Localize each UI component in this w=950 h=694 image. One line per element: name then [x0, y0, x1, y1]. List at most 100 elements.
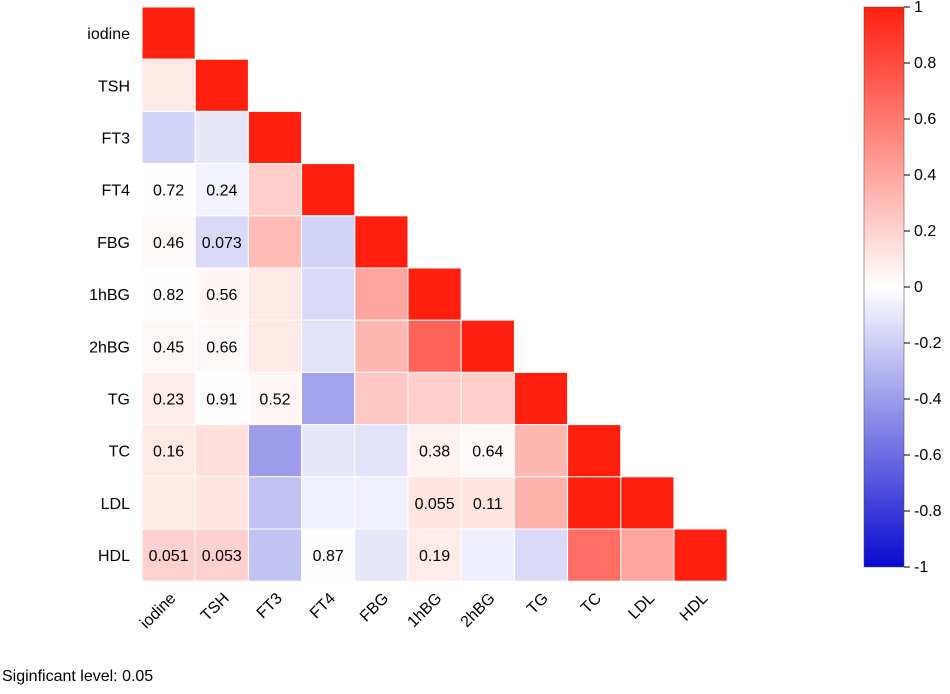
heatmap-cell-LDL-TSH	[194, 476, 249, 530]
heatmap-cell-labels: 0.72 0.24 0.46 0.073 0.82 0.56 0.45 0.66 0.23 0.9…	[149, 183, 504, 565]
heatmap-cell-2hBG-FT3	[247, 319, 303, 373]
heatmap-cell-LDL-TG	[513, 476, 569, 530]
column-label-2hBG: 2hBG	[458, 590, 499, 631]
heatmap-cell-FBG-TSH	[194, 215, 249, 269]
row-labels: iodine TSH FT3 FT4 FBG 1hBG 2hBG TG TC LDL HDL	[87, 26, 130, 565]
cell-pvalue-label: 0.91	[206, 392, 237, 409]
colorbar-tick-label: -0.4	[914, 391, 942, 408]
heatmap-cell-LDL-iodine	[141, 476, 196, 530]
cell-pvalue-label: 0.56	[206, 287, 237, 304]
heatmap-cell-FT3-TSH	[194, 110, 249, 165]
heatmap-cell-FT3-FT3	[247, 110, 303, 165]
heatmap-cell-1hBG-FT4	[301, 267, 356, 321]
heatmap-cell-1hBG-iodine	[141, 267, 196, 321]
row-label-2hBG: 2hBG	[89, 339, 130, 356]
heatmap-cell-TG-1hBG	[407, 371, 462, 426]
cell-pvalue-label: 0.45	[153, 339, 184, 356]
cell-pvalue-label: 0.72	[153, 183, 184, 200]
heatmap-cell-iodine-iodine	[141, 6, 196, 60]
column-label-HDL: HDL	[677, 590, 712, 625]
heatmap-cell-TG-TG	[513, 371, 569, 426]
heatmap-cell-HDL-FBG	[354, 528, 409, 582]
colorbar-tick-label: 0.4	[914, 167, 936, 184]
heatmap-cell-TG-FBG	[354, 371, 409, 426]
heatmap-cell-HDL-iodine	[141, 528, 196, 582]
heatmap-cell-TG-iodine	[141, 371, 196, 426]
colorbar-tick-label: 1	[914, 0, 923, 16]
heatmap-cell-FT4-TSH	[194, 163, 249, 217]
row-label-1hBG: 1hBG	[89, 287, 130, 304]
heatmap-cell-TC-1hBG	[407, 424, 462, 478]
heatmap-cell-TC-TC	[567, 424, 622, 478]
cell-pvalue-label: 0.64	[472, 444, 503, 461]
cell-pvalue-label: 0.46	[153, 235, 184, 252]
cell-pvalue-label: 0.87	[313, 548, 344, 565]
cell-pvalue-label: 0.82	[153, 287, 184, 304]
heatmap-cells	[141, 6, 728, 582]
row-label-FT3: FT3	[102, 131, 131, 148]
column-label-FBG: FBG	[357, 590, 392, 625]
heatmap-cell-2hBG-FBG	[354, 319, 409, 373]
cell-pvalue-label: 0.073	[202, 235, 242, 252]
heatmap-cell-HDL-TC	[567, 528, 622, 582]
cell-pvalue-label: 0.23	[153, 392, 184, 409]
column-labels: iodine TSH FT3 FT4 FBG 1hBG 2hBG TG TC LDL HDL	[137, 590, 711, 632]
heatmap-cell-LDL-1hBG	[407, 476, 462, 530]
cell-pvalue-label: 0.055	[415, 496, 455, 513]
heatmap-cell-2hBG-TSH	[194, 319, 249, 373]
cell-pvalue-label: 0.52	[259, 392, 290, 409]
colorbar-ticks: 1 0.8 0.6 0.4 0.2 0 -0.2 -0.4 -0.6 -0.8 -1	[904, 0, 942, 576]
heatmap-cell-TC-FT4	[301, 424, 356, 478]
cell-pvalue-label: 0.053	[202, 548, 242, 565]
heatmap-cell-LDL-FBG	[354, 476, 409, 530]
colorbar-tick-label: 0.2	[914, 223, 936, 240]
significance-footnote: Siginficant level: 0.05	[2, 668, 154, 685]
column-label-TG: TG	[524, 590, 552, 618]
heatmap-cell-2hBG-iodine	[141, 319, 196, 373]
heatmap-cell-LDL-LDL	[620, 476, 675, 530]
cell-pvalue-label: 0.38	[419, 444, 450, 461]
colorbar-tick-label: 0	[914, 279, 923, 296]
row-label-TSH: TSH	[98, 78, 130, 95]
row-label-LDL: LDL	[101, 496, 130, 513]
colorbar-tick-label: 0.8	[914, 55, 936, 72]
colorbar-tick-label: 0.6	[914, 111, 936, 128]
heatmap-cell-LDL-TC	[567, 476, 622, 530]
heatmap-cell-TC-FT3	[247, 424, 303, 478]
cell-pvalue-label: 0.16	[153, 444, 184, 461]
heatmap-cell-HDL-TG	[513, 528, 569, 582]
heatmap-cell-2hBG-FT4	[301, 319, 356, 373]
heatmap-cell-1hBG-TSH	[194, 267, 249, 321]
heatmap-cell-HDL-HDL	[673, 528, 728, 582]
heatmap-cell-TC-TSH	[194, 424, 249, 478]
heatmap-cell-TC-FBG	[354, 424, 409, 478]
colorbar-tick-label: -0.6	[914, 447, 942, 464]
colorbar-tick-label: -0.2	[914, 335, 942, 352]
row-label-HDL: HDL	[98, 548, 130, 565]
heatmap-cell-TG-2hBG	[460, 371, 515, 426]
heatmap-cell-HDL-1hBG	[407, 528, 462, 582]
column-label-TC: TC	[578, 590, 605, 617]
heatmap-cell-HDL-FT3	[247, 528, 303, 582]
heatmap-cell-TC-2hBG	[460, 424, 515, 478]
column-label-FT3: FT3	[254, 590, 286, 622]
row-label-TC: TC	[109, 444, 130, 461]
heatmap-cell-TSH-TSH	[194, 58, 249, 112]
row-label-iodine: iodine	[87, 26, 130, 43]
heatmap-cell-HDL-LDL	[620, 528, 675, 582]
heatmap-cell-FT4-FT3	[247, 163, 303, 217]
heatmap-cell-1hBG-FBG	[354, 267, 409, 321]
row-label-FBG: FBG	[97, 235, 130, 252]
cell-pvalue-label: 0.19	[419, 548, 450, 565]
cell-pvalue-label: 0.11	[473, 496, 503, 513]
heatmap-cell-2hBG-1hBG	[407, 319, 462, 373]
heatmap-cell-TC-iodine	[141, 424, 196, 478]
heatmap-cell-TC-TG	[513, 424, 569, 478]
heatmap-cell-2hBG-2hBG	[460, 319, 515, 373]
colorbar-tick-label: -0.8	[914, 503, 942, 520]
row-label-TG: TG	[108, 392, 130, 409]
heatmap-cell-1hBG-1hBG	[407, 267, 462, 321]
column-label-LDL: LDL	[625, 590, 658, 623]
heatmap-cell-1hBG-FT3	[247, 267, 303, 321]
